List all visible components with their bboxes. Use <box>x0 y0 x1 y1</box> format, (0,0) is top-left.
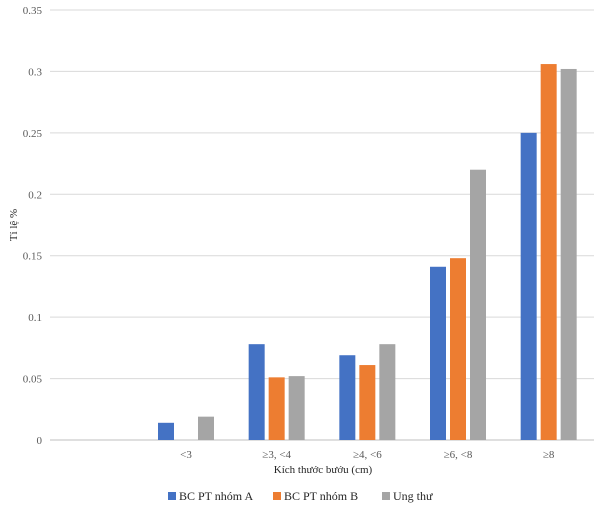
y-tick-label: 0.3 <box>28 66 42 78</box>
x-tick-label: ≥6, <8 <box>444 449 473 461</box>
legend-label: Ung thư <box>393 489 433 503</box>
x-axis-title: Kích thước bướu (cm) <box>274 464 373 476</box>
bar <box>379 344 396 440</box>
legend-label: BC PT nhóm B <box>284 489 358 503</box>
legend-swatch <box>382 492 390 500</box>
bar <box>158 422 174 440</box>
bar <box>359 365 376 440</box>
y-tick-label: 0 <box>37 435 43 447</box>
y-axis-title: Tỉ lệ % <box>8 209 20 241</box>
legend: BC PT nhóm A BC PT nhóm B Ung thư <box>168 489 433 503</box>
y-tick-label: 0.15 <box>23 251 43 263</box>
legend-label: BC PT nhóm A <box>179 489 253 503</box>
x-tick-label: <3 <box>180 449 192 461</box>
x-tick-label: ≥8 <box>543 449 555 461</box>
bar <box>430 266 446 440</box>
bar <box>198 416 214 440</box>
bar <box>450 258 466 440</box>
y-tick-label: 0.1 <box>28 312 42 324</box>
y-tick-label: 0.2 <box>28 189 42 201</box>
y-tick-label: 0.25 <box>23 128 43 140</box>
bar <box>339 355 356 440</box>
y-tick-label: 0.05 <box>23 374 43 386</box>
bars <box>158 64 577 441</box>
legend-swatch <box>273 492 281 500</box>
legend-swatch <box>168 492 176 500</box>
x-tick-label: ≥4, <6 <box>353 449 382 461</box>
y-tick-label: 0.35 <box>23 5 43 17</box>
bar <box>288 376 305 440</box>
bar <box>470 169 486 440</box>
bar <box>248 344 265 440</box>
gridlines <box>50 9 594 441</box>
bar <box>268 377 285 440</box>
bar <box>560 68 577 440</box>
bar <box>520 132 537 440</box>
x-tick-label: ≥3, <4 <box>262 449 291 461</box>
bar <box>540 64 557 441</box>
tick-labels: 0 0.05 0.1 0.15 0.2 0.25 0.3 0.35 <3 ≥3, <4 ≥4, <6… <box>23 5 555 461</box>
